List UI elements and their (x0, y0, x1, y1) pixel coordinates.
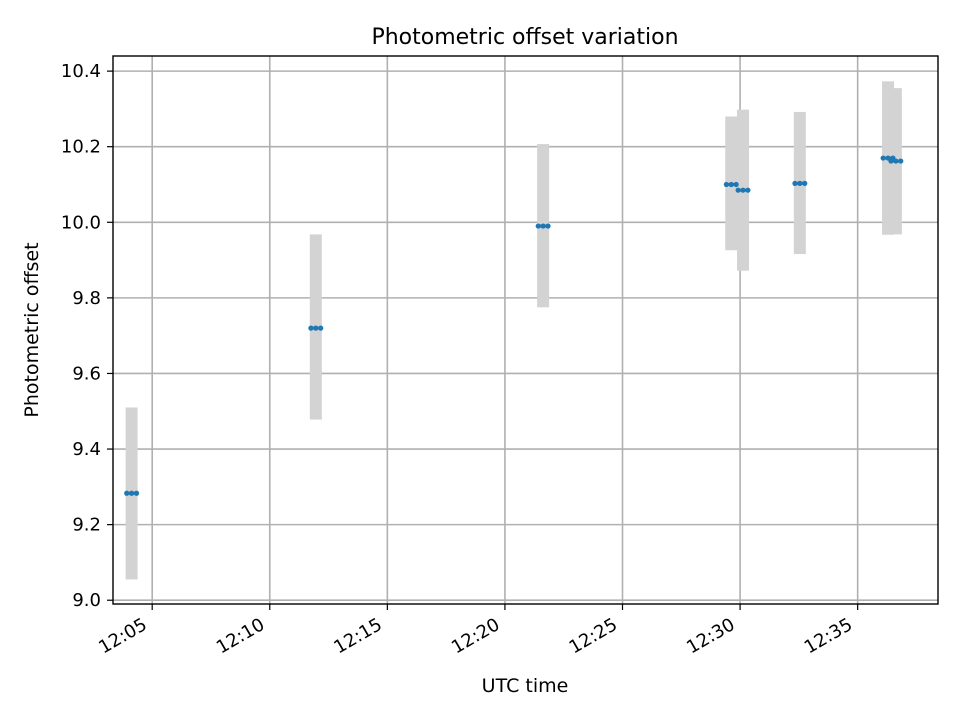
error-bars (125, 81, 902, 580)
data-points (124, 155, 904, 496)
y-tick-label: 10.2 (61, 137, 101, 158)
y-tick-label: 9.0 (72, 590, 101, 611)
data-point (318, 325, 324, 331)
y-tick-label: 9.6 (72, 363, 101, 384)
data-point (535, 223, 541, 229)
data-point (792, 180, 798, 186)
chart-title: Photometric offset variation (371, 25, 678, 50)
x-tick-label: 12:05 (95, 614, 150, 658)
data-point (308, 325, 314, 331)
data-point (735, 187, 741, 193)
x-tick-label: 12:15 (330, 614, 385, 658)
x-tick-label: 12:20 (448, 614, 503, 658)
data-point (898, 158, 904, 164)
data-point (540, 223, 546, 229)
data-point (728, 181, 734, 188)
data-point (888, 158, 894, 164)
y-tick-label: 9.8 (72, 288, 101, 309)
data-point (893, 158, 899, 164)
x-tick-label: 12:30 (683, 614, 738, 658)
data-point (745, 187, 751, 193)
data-point (313, 325, 319, 331)
x-tick-label: 12:35 (801, 614, 856, 658)
y-tick-label: 9.4 (72, 439, 101, 460)
y-axis-label: Photometric offset (21, 242, 43, 417)
data-point (133, 490, 140, 496)
data-point (129, 490, 135, 496)
y-tick-label: 9.2 (72, 515, 101, 536)
x-tick-label: 12:10 (213, 614, 268, 658)
plot-frame (112, 55, 939, 605)
data-point (124, 490, 130, 496)
y-tick-label: 10.0 (61, 212, 101, 233)
x-tick-label: 12:25 (566, 614, 621, 658)
grid (113, 56, 938, 604)
x-axis-label: UTC time (482, 675, 569, 697)
data-point (880, 155, 886, 161)
data-point (723, 181, 729, 188)
data-point (802, 180, 808, 186)
data-point (733, 181, 739, 188)
data-point (545, 223, 551, 229)
data-point (797, 180, 803, 186)
data-point (740, 187, 746, 193)
y-tick-label: 10.4 (61, 61, 101, 82)
